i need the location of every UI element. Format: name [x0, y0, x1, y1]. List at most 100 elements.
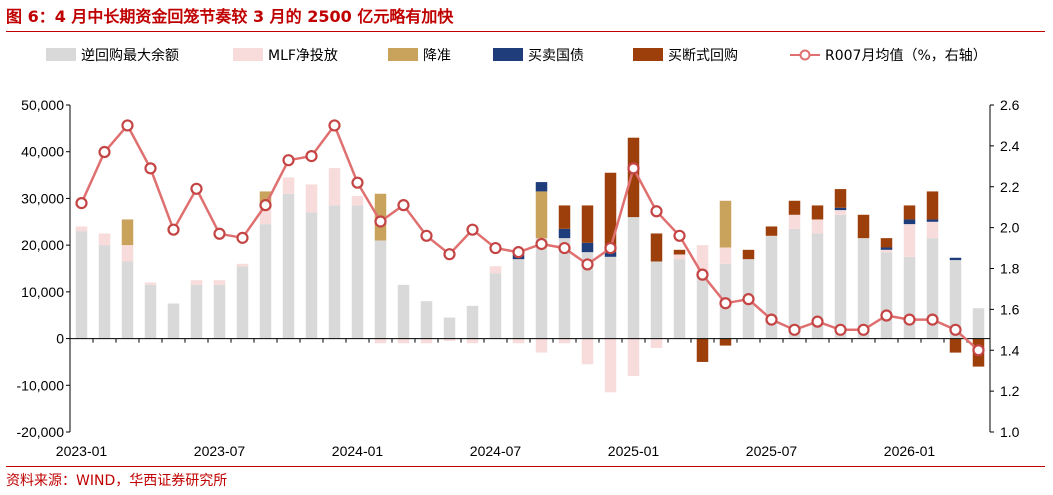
bar-0-2024-12	[604, 256, 617, 339]
r007-point-2023-11	[305, 149, 318, 163]
bar-4-2025-06	[742, 249, 755, 260]
bar-0-2023-01	[75, 231, 88, 339]
bar-3-2026-02	[926, 219, 939, 222]
y-right-tick-label: 1.4	[1000, 342, 1020, 358]
bar-1-2024-09	[535, 338, 548, 353]
bar-4-2025-09	[811, 205, 824, 220]
y-right-tick-label: 1.2	[1000, 383, 1020, 399]
bar-1-2024-06	[466, 338, 479, 344]
y-right-tick-label: 1.6	[1000, 301, 1020, 317]
bar-1-2025-09	[811, 219, 824, 234]
r007-point-2024-03	[397, 199, 410, 212]
r007-point-2023-07	[213, 227, 226, 240]
bar-series	[75, 137, 985, 393]
x-tick-label: 2024-07	[470, 443, 522, 459]
r007-point-2023-02	[98, 145, 111, 159]
bar-0-2024-09	[535, 238, 548, 339]
x-tick-label: 2024-01	[332, 443, 384, 459]
y-left-tick-label: 30,000	[21, 190, 64, 206]
bar-0-2024-06	[466, 305, 479, 339]
bar-0-2023-10	[282, 193, 295, 339]
y-right-tick-label: 2.4	[1000, 138, 1020, 154]
bar-3-2025-10	[834, 207, 847, 211]
r007-point-2024-06	[466, 223, 479, 236]
bar-0-2023-02	[98, 245, 111, 339]
y-left-tick-label: 40,000	[21, 144, 64, 160]
r007-line	[80, 122, 980, 352]
r007-point-2025-09	[811, 315, 824, 328]
bar-0-2024-04	[420, 301, 433, 339]
bar-4-2025-04	[696, 338, 709, 362]
legend-swatch-1	[233, 48, 263, 61]
r007-point-2024-04	[420, 229, 433, 242]
bar-1-2023-12	[328, 168, 341, 206]
bar-0-2024-01	[351, 205, 364, 339]
bar-0-2024-03	[397, 284, 410, 339]
bar-0-2023-07	[213, 284, 226, 339]
bar-0-2023-08	[236, 266, 249, 339]
line-series	[75, 119, 985, 357]
bar-4-2025-08	[788, 200, 801, 215]
r007-point-2025-06	[742, 293, 755, 306]
source-note: 资料来源：WIND，华西证券研究所	[6, 473, 228, 489]
left-axis: -20,000 -10,000 0 10,000 20,000 30,000 40,000 5…	[17, 97, 65, 440]
bar-4-2026-03	[949, 338, 962, 353]
bar-4-2024-10	[558, 205, 571, 229]
r007-point-2023-12	[328, 119, 341, 132]
bar-4-2025-11	[857, 214, 870, 239]
bar-3-2024-10	[558, 228, 571, 239]
bar-4-2025-03	[673, 249, 686, 255]
bar-1-2023-01	[75, 226, 88, 232]
r007-point-2024-12	[604, 241, 617, 255]
bar-1-2023-11	[305, 184, 318, 213]
y-right-tick-label: 1.8	[1000, 261, 1020, 277]
legend-label-5: R007月均值（%，右轴）	[825, 48, 987, 64]
x-tick-label: 2025-07	[746, 443, 798, 459]
legend-label-3: 买卖国债	[528, 48, 584, 64]
r007-point-2024-09	[535, 237, 548, 251]
r007-point-2024-10	[558, 241, 571, 255]
bar-1-2025-02	[650, 338, 663, 348]
bar-2-2025-05	[719, 200, 732, 248]
bar-1-2025-05	[719, 247, 732, 264]
bar-0-2023-03	[121, 261, 134, 339]
r007-point-2023-10	[282, 154, 295, 167]
bar-0-2025-10	[834, 214, 847, 339]
legend-swatch-0	[46, 48, 76, 61]
bar-1-2025-03	[673, 254, 686, 260]
bar-4-2025-10	[834, 189, 847, 208]
bar-1-2025-08	[788, 214, 801, 229]
bar-3-2026-01	[903, 219, 916, 225]
bar-1-2026-01	[903, 224, 916, 257]
bar-0-2025-09	[811, 233, 824, 339]
bar-0-2024-07	[489, 273, 502, 339]
r007-point-2025-12	[880, 309, 893, 322]
bar-1-2024-05	[443, 338, 456, 341]
x-tick-label: 2025-01	[608, 443, 660, 459]
bar-4-2025-02	[650, 233, 663, 262]
bar-0-2023-12	[328, 205, 341, 339]
r007-point-2025-04	[696, 268, 709, 281]
legend-swatch-3	[493, 48, 523, 61]
bar-0-2023-11	[305, 212, 318, 339]
y-left-tick-label: 20,000	[21, 237, 64, 253]
r007-point-2024-01	[351, 176, 364, 189]
right-axis: 1.0 1.2 1.4 1.6 1.8 2.0 2.2 2.4 2.6	[1000, 97, 1020, 440]
legend-swatch-4	[633, 48, 663, 61]
bar-3-2024-09	[535, 182, 548, 192]
r007-point-2026-03	[949, 323, 962, 336]
bar-0-2026-03	[949, 260, 962, 339]
r007-point-2024-11	[581, 258, 594, 271]
bar-4-2025-12	[880, 238, 893, 248]
r007-point-2025-05	[719, 297, 732, 310]
x-tick-label: 2023-07	[194, 443, 246, 459]
bar-1-2023-03	[121, 245, 134, 262]
chart-canvas: 逆回购最大余额 MLF净投放 降准 买卖国债 买断式回购 R007月均值（%，右轴） -2…	[17, 47, 1020, 459]
y-left-tick-label: 50,000	[21, 97, 64, 113]
bar-1-2023-09	[259, 207, 272, 225]
bar-1-2025-01	[627, 338, 640, 376]
r007-point-2024-08	[512, 246, 525, 259]
bar-1-2024-01	[351, 196, 364, 206]
y-right-tick-label: 2.6	[1000, 97, 1020, 113]
bar-4-2024-12	[604, 172, 617, 253]
